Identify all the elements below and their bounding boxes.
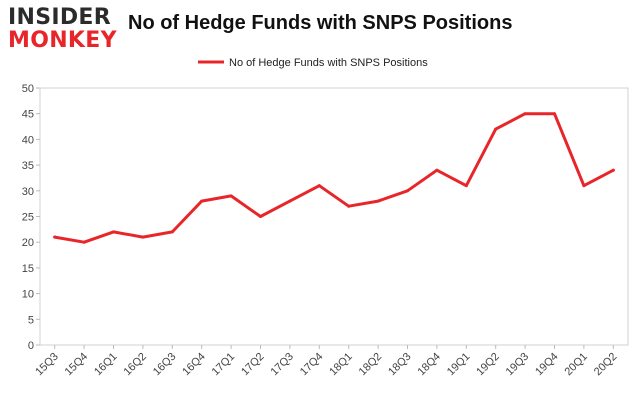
y-tick-label: 40: [22, 134, 34, 146]
y-tick-label: 45: [22, 109, 34, 121]
data-point: [112, 230, 115, 234]
x-tick-label: 18Q1: [327, 351, 355, 379]
x-tick-label: 17Q3: [268, 351, 296, 379]
x-tick-label: 17Q2: [239, 351, 267, 379]
x-tick-label: 17Q4: [298, 351, 326, 379]
y-tick-label: 50: [22, 83, 34, 95]
data-point: [464, 184, 468, 188]
x-tick-label: 20Q2: [592, 351, 620, 379]
data-point: [259, 215, 262, 218]
data-point: [435, 168, 439, 172]
logo-line-1: INSIDER: [8, 5, 111, 30]
series-line: [53, 112, 615, 244]
data-point: [553, 112, 556, 116]
y-tick-label: 5: [28, 314, 34, 326]
data-point: [347, 204, 351, 208]
x-tick-label: 18Q3: [386, 351, 414, 379]
x-tick-label: 19Q4: [533, 351, 561, 379]
data-point: [141, 235, 145, 239]
data-point: [317, 184, 321, 188]
chart-title: No of Hedge Funds with SNPS Positions: [128, 12, 513, 34]
logo-line-2: MONKEY: [8, 28, 117, 53]
data-point: [523, 112, 527, 116]
x-tick-label: 19Q2: [474, 351, 502, 379]
x-tick-label: 18Q2: [357, 351, 385, 379]
plot-area: [39, 87, 629, 346]
y-tick-label: 35: [22, 160, 34, 172]
data-point: [53, 235, 57, 239]
legend-label: No of Hedge Funds with SNPS Positions: [229, 57, 428, 69]
x-tick-label: 16Q1: [92, 351, 120, 379]
y-tick-label: 10: [22, 289, 34, 301]
x-tick-label: 16Q4: [180, 351, 208, 379]
x-tick-label: 19Q1: [445, 351, 473, 379]
data-point: [406, 189, 409, 193]
data-point: [170, 230, 174, 234]
legend: No of Hedge Funds with SNPS Positions: [198, 57, 428, 69]
data-point: [288, 199, 292, 203]
y-tick-label: 30: [22, 186, 34, 198]
x-tick-label: 20Q1: [562, 351, 590, 379]
data-point: [582, 184, 586, 188]
y-tick-label: 0: [28, 340, 34, 352]
data-point: [229, 194, 233, 198]
x-tick-label: 17Q1: [210, 351, 238, 379]
data-point: [494, 127, 498, 131]
x-tick-label: 15Q4: [63, 351, 91, 379]
insider-monkey-logo: INSIDER MONKEY: [8, 6, 120, 52]
x-tick-label: 19Q3: [504, 351, 532, 379]
data-point: [376, 199, 380, 203]
y-tick-label: 20: [22, 237, 34, 249]
x-tick-label: 16Q2: [121, 351, 149, 379]
x-tick-label: 18Q4: [415, 351, 443, 379]
y-tick-label: 15: [22, 263, 34, 275]
y-tick-label: 25: [22, 212, 34, 224]
data-point: [200, 199, 204, 203]
data-point: [611, 168, 615, 172]
x-tick-label: 16Q3: [151, 351, 179, 379]
x-tick-label: 15Q3: [33, 351, 61, 379]
data-point: [82, 240, 86, 244]
